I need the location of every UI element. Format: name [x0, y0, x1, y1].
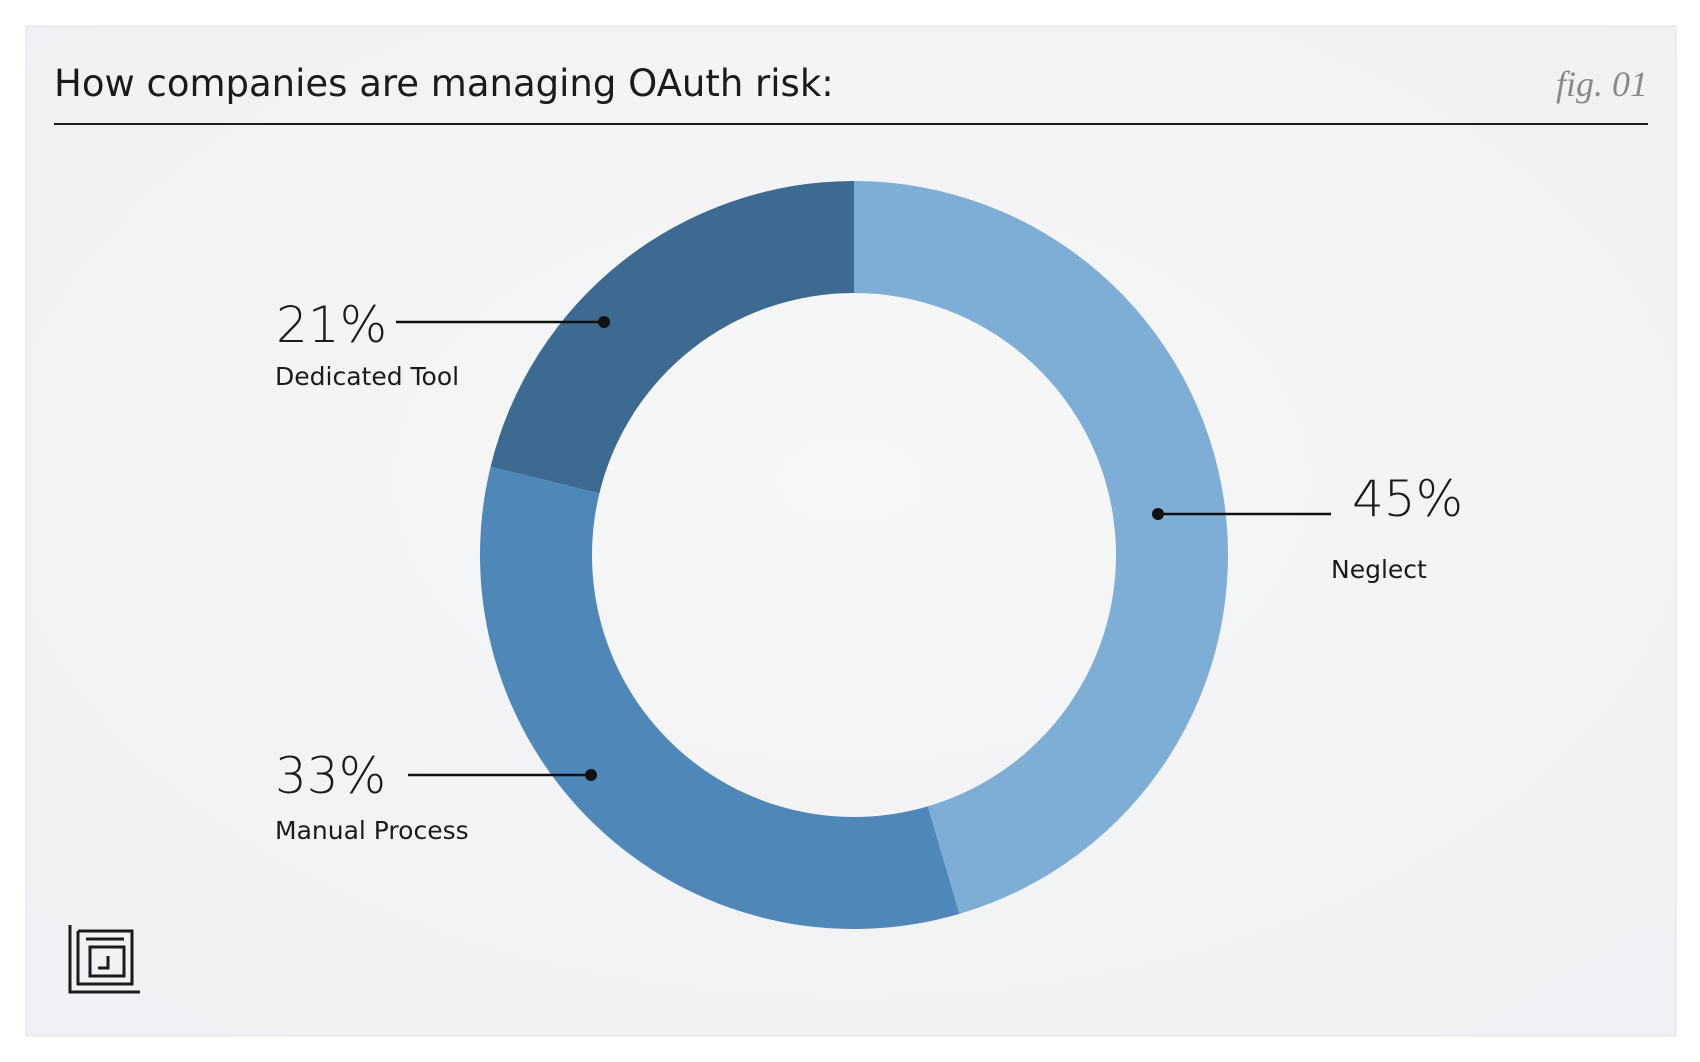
leader-dot	[585, 769, 597, 781]
category-label: Neglect	[1331, 555, 1427, 584]
donut-slice	[490, 181, 854, 494]
category-label: Manual Process	[275, 816, 469, 845]
leader-dot	[1152, 508, 1164, 520]
value-label: 21%	[276, 296, 387, 354]
value-label: 33%	[275, 747, 386, 805]
figure-label: fig. 01	[1556, 64, 1648, 104]
chart-title: How companies are managing OAuth risk:	[54, 62, 834, 105]
category-label: Dedicated Tool	[275, 362, 459, 391]
donut-slice	[479, 466, 960, 929]
leader-dot	[598, 316, 610, 328]
value-label: 45%	[1352, 470, 1463, 528]
donut-slice	[854, 181, 1228, 914]
logo	[68, 925, 140, 994]
